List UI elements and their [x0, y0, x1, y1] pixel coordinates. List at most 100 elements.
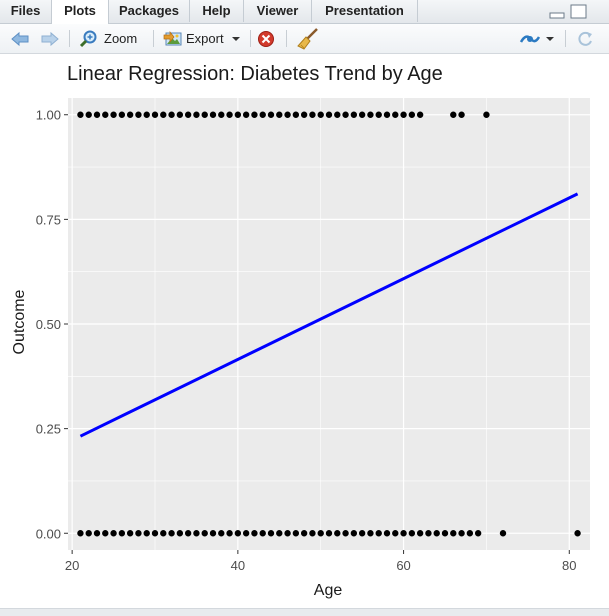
- minimize-pane-icon[interactable]: [548, 4, 566, 20]
- y-tick-label: 0.50: [36, 317, 61, 332]
- x-tick-label: 40: [231, 558, 245, 573]
- data-point: [334, 111, 341, 118]
- y-tick-label: 0.25: [36, 422, 61, 437]
- data-points: [77, 111, 581, 537]
- data-point: [574, 530, 581, 537]
- tab-plots-label: Plots: [64, 3, 96, 18]
- data-point: [309, 111, 316, 118]
- data-point: [300, 530, 308, 537]
- tab-plots[interactable]: Plots: [51, 0, 109, 24]
- data-point: [267, 530, 275, 537]
- y-tick-label: 0.75: [36, 212, 61, 227]
- data-point: [234, 530, 242, 537]
- data-point: [110, 530, 117, 537]
- data-point: [218, 530, 225, 537]
- x-axis-label: Age: [314, 582, 343, 599]
- data-point: [458, 111, 465, 118]
- toolbar-separator: [286, 30, 287, 47]
- data-point: [93, 530, 101, 537]
- data-point: [317, 111, 324, 118]
- pane-bottom-border: [0, 608, 609, 616]
- data-point: [184, 111, 192, 118]
- tab-help[interactable]: Help: [190, 0, 244, 22]
- tab-viewer[interactable]: Viewer: [244, 0, 312, 22]
- data-point: [450, 530, 457, 537]
- data-point: [276, 111, 283, 118]
- data-point: [408, 530, 416, 537]
- data-point: [209, 111, 217, 118]
- data-point: [242, 111, 250, 118]
- data-point: [367, 530, 374, 537]
- data-point: [416, 530, 424, 537]
- data-point: [433, 530, 440, 537]
- zoom-label: Zoom: [104, 31, 138, 46]
- data-point: [375, 530, 382, 537]
- data-point: [168, 111, 175, 118]
- data-point: [184, 530, 192, 537]
- data-point: [168, 530, 175, 537]
- tab-presentation[interactable]: Presentation: [312, 0, 418, 22]
- export-label: Export: [186, 31, 224, 46]
- data-point: [259, 530, 266, 537]
- data-point: [102, 111, 109, 118]
- tab-packages-label: Packages: [119, 3, 179, 18]
- data-point: [176, 111, 184, 118]
- chevron-down-icon: [231, 36, 240, 41]
- tab-packages[interactable]: Packages: [109, 0, 190, 22]
- data-point: [408, 111, 416, 118]
- zoom-magnifier-icon: [79, 30, 97, 47]
- y-tick-label: 1.00: [36, 108, 61, 123]
- tab-presentation-label: Presentation: [325, 3, 404, 18]
- clear-all-broom-icon[interactable]: [296, 28, 320, 50]
- chart-title: Linear Regression: Diabetes Trend by Age: [67, 63, 443, 85]
- data-point: [383, 111, 391, 118]
- data-point: [466, 530, 474, 537]
- regression-line-group: [79, 192, 579, 438]
- zoom-button[interactable]: Zoom: [78, 24, 137, 53]
- data-point: [110, 111, 117, 118]
- data-point: [218, 111, 225, 118]
- data-point: [251, 530, 258, 537]
- data-point: [400, 530, 407, 537]
- refresh-icon[interactable]: [576, 30, 594, 48]
- data-point: [176, 530, 184, 537]
- forward-arrow-icon[interactable]: [40, 31, 60, 47]
- data-point: [325, 530, 333, 537]
- data-point: [267, 111, 275, 118]
- toolbar-separator: [250, 30, 251, 47]
- data-point: [358, 111, 366, 118]
- data-point: [383, 530, 391, 537]
- data-point: [118, 530, 126, 537]
- x-tick-label: 80: [562, 558, 576, 573]
- publish-icon: [519, 34, 541, 43]
- data-point: [450, 111, 457, 118]
- data-point: [160, 111, 167, 118]
- data-point: [483, 111, 490, 118]
- data-point: [102, 530, 109, 537]
- data-point: [242, 530, 250, 537]
- back-arrow-icon[interactable]: [10, 31, 30, 47]
- data-point: [193, 530, 200, 537]
- data-point: [276, 530, 283, 537]
- plot-viewer: Linear Regression: Diabetes Trend by Age…: [0, 54, 609, 610]
- maximize-pane-icon[interactable]: [569, 4, 589, 20]
- publish-button[interactable]: [518, 24, 556, 53]
- regression-chart: Linear Regression: Diabetes Trend by Age…: [11, 63, 590, 599]
- data-point: [193, 111, 200, 118]
- export-button[interactable]: Export: [163, 24, 243, 53]
- data-point: [342, 530, 349, 537]
- data-point: [259, 111, 266, 118]
- data-point: [358, 530, 366, 537]
- data-point: [284, 530, 291, 537]
- data-point: [126, 530, 134, 537]
- toolbar-separator: [69, 30, 70, 47]
- plots-toolbar: Zoom Export: [0, 24, 609, 54]
- remove-plot-icon[interactable]: [257, 30, 275, 48]
- data-point: [201, 111, 208, 118]
- data-point: [425, 530, 432, 537]
- toolbar-separator: [565, 30, 566, 47]
- tab-files[interactable]: Files: [0, 0, 52, 22]
- data-point: [234, 111, 242, 118]
- data-point: [251, 111, 258, 118]
- data-point: [309, 530, 316, 537]
